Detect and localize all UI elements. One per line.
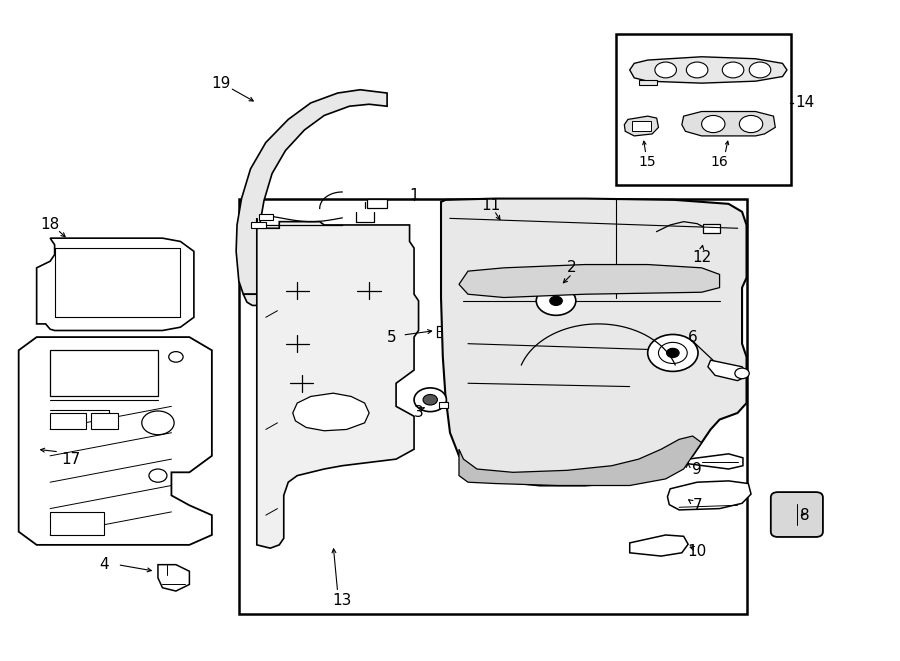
Circle shape (687, 62, 708, 78)
Text: 1: 1 (410, 188, 418, 203)
Polygon shape (479, 223, 526, 239)
Circle shape (749, 62, 770, 78)
Text: 17: 17 (61, 451, 80, 467)
Text: 6: 6 (688, 330, 698, 344)
Polygon shape (459, 436, 702, 486)
Polygon shape (484, 292, 506, 310)
Text: 3: 3 (414, 405, 423, 420)
Polygon shape (630, 535, 688, 556)
Text: 13: 13 (332, 594, 352, 608)
Bar (50, 350, 158, 397)
Circle shape (659, 342, 688, 364)
Polygon shape (256, 218, 419, 548)
Text: 4: 4 (99, 557, 109, 572)
Circle shape (648, 334, 698, 371)
Polygon shape (444, 292, 465, 310)
Circle shape (702, 116, 725, 133)
Bar (50, 413, 86, 430)
Polygon shape (158, 564, 189, 591)
Bar (91, 413, 118, 430)
Text: 9: 9 (692, 461, 702, 477)
Polygon shape (459, 264, 720, 297)
Circle shape (550, 296, 562, 305)
Polygon shape (236, 90, 387, 294)
Polygon shape (668, 481, 751, 510)
Text: 5: 5 (387, 330, 396, 344)
Polygon shape (639, 80, 657, 85)
Circle shape (536, 286, 576, 315)
Bar (258, 214, 273, 220)
Polygon shape (441, 198, 746, 486)
Circle shape (735, 368, 749, 379)
Text: 15: 15 (639, 155, 656, 169)
Text: 18: 18 (40, 217, 59, 233)
Text: 19: 19 (212, 75, 230, 91)
Polygon shape (19, 337, 212, 545)
Circle shape (414, 388, 446, 412)
Text: 11: 11 (481, 198, 500, 213)
Polygon shape (688, 454, 742, 469)
Polygon shape (708, 360, 748, 381)
Text: 2: 2 (566, 260, 576, 276)
Text: 16: 16 (711, 155, 728, 169)
Polygon shape (630, 57, 787, 83)
Polygon shape (682, 112, 775, 136)
Circle shape (667, 348, 680, 358)
Polygon shape (243, 294, 266, 305)
Text: 12: 12 (692, 251, 711, 266)
Polygon shape (462, 288, 483, 307)
Polygon shape (37, 238, 194, 330)
Bar (50, 512, 104, 535)
Polygon shape (292, 393, 369, 431)
Circle shape (423, 395, 437, 405)
Circle shape (723, 62, 743, 78)
Bar (704, 224, 720, 233)
Bar (251, 221, 266, 228)
Text: 10: 10 (688, 544, 706, 559)
FancyBboxPatch shape (770, 492, 823, 537)
Bar (238, 198, 746, 614)
Text: 7: 7 (692, 498, 702, 513)
Circle shape (740, 116, 762, 133)
Text: 8: 8 (800, 508, 810, 523)
Polygon shape (436, 326, 447, 337)
Bar (632, 121, 652, 131)
Circle shape (655, 62, 677, 78)
Polygon shape (625, 116, 659, 136)
Text: 14: 14 (796, 95, 814, 110)
Bar (439, 403, 448, 408)
Bar (367, 198, 387, 208)
Bar (616, 34, 791, 185)
